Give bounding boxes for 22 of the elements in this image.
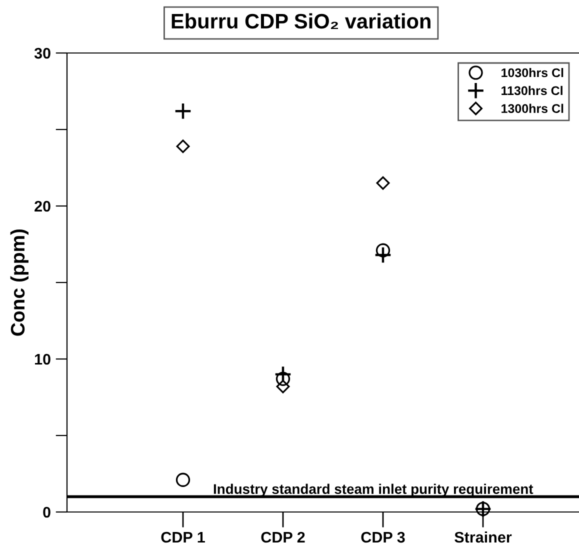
chart-title: Eburru CDP SiO₂ variation: [172, 13, 430, 30]
x-tick-label: Strainer: [454, 531, 512, 543]
point: [376, 176, 390, 190]
x-tick-label: CDP 3: [361, 532, 405, 543]
y-tick-label: 30: [34, 48, 50, 59]
y-tick-label: 20: [34, 200, 50, 212]
y-tick-label: 10: [35, 354, 50, 365]
legend-label: 1130hrs Cl: [502, 86, 562, 96]
x-tick-label: CDP 1: [161, 532, 205, 543]
point: [376, 243, 390, 258]
y-axis-title: Conc (ppm): [10, 229, 28, 336]
point: [176, 140, 190, 154]
x-tick-label: CDP 2: [261, 532, 305, 543]
point: [176, 472, 190, 487]
point: [276, 380, 290, 394]
y-tick-label: 0: [43, 506, 50, 518]
legend-label: 1300hrs Cl: [502, 104, 564, 114]
point: [374, 246, 392, 264]
point: [174, 102, 192, 120]
point: [276, 372, 290, 386]
ref-line-label: Industry standard steam inlet purity requirement: [214, 484, 534, 497]
legend-label: 1030hrs Cl: [502, 68, 564, 78]
